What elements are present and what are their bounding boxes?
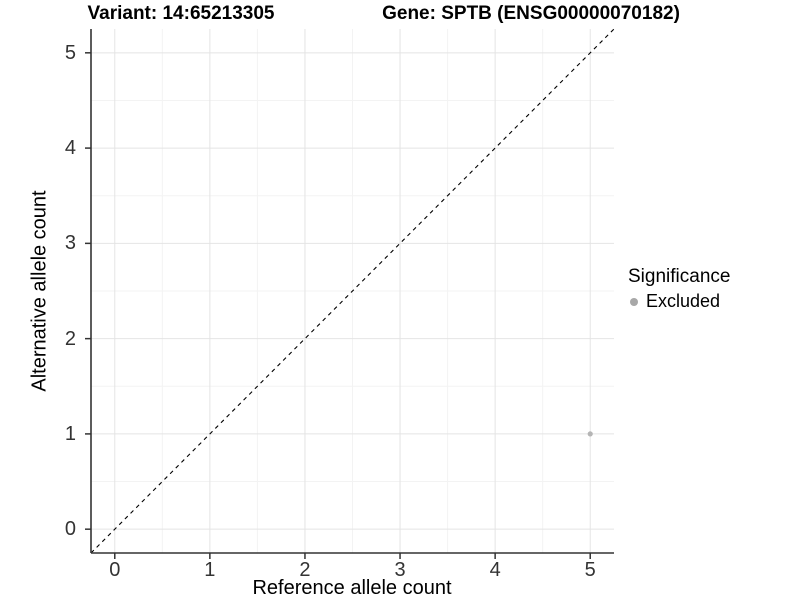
x-tick-label: 3 (394, 559, 406, 581)
data-point (587, 431, 593, 437)
legend-title: Significance (628, 266, 731, 287)
y-tick-label: 3 (64, 232, 76, 255)
x-axis-title: Reference allele count (252, 577, 452, 599)
y-tick-label: 4 (64, 137, 76, 160)
x-tick-label: 5 (584, 559, 596, 581)
legend-key-dot-icon (630, 297, 638, 306)
y-axis-title: Alternative allele count (28, 190, 51, 392)
identity-line (90, 28, 615, 554)
x-tick-label: 4 (489, 559, 501, 581)
legend-entry-label: Excluded (646, 291, 721, 311)
y-tick-label: 1 (64, 422, 76, 445)
x-tick-label: 1 (204, 559, 216, 581)
legend-entry-excluded: Excluded (630, 291, 730, 312)
y-tick-label: 2 (64, 327, 76, 350)
legend: Significance Excluded (628, 266, 730, 312)
plot-title-variant: Variant: 14:65213305 (87, 3, 275, 24)
plot-title-gene: Gene: SPTB (ENSG00000070182) (382, 3, 680, 24)
y-tick-label: 5 (64, 41, 76, 64)
x-tick-label: 2 (299, 559, 311, 581)
x-tick-label: 0 (109, 559, 121, 581)
y-tick-label: 0 (64, 518, 76, 541)
